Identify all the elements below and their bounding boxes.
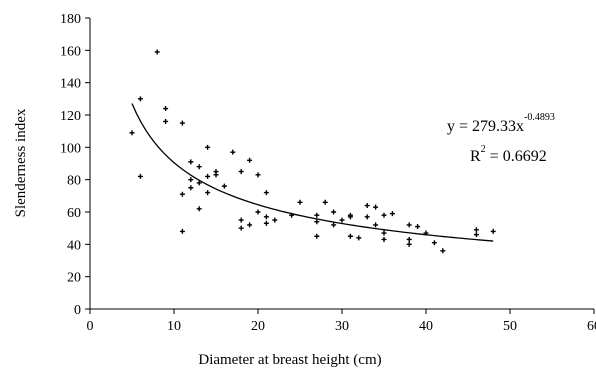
y-tick-label: 80 — [67, 174, 81, 189]
data-point — [238, 217, 244, 223]
data-point — [205, 144, 211, 150]
data-point — [179, 120, 185, 126]
data-point — [247, 222, 253, 228]
r2-prefix: R — [470, 148, 481, 165]
data-point — [205, 190, 211, 196]
data-point — [347, 212, 353, 218]
data-point — [356, 235, 362, 241]
data-point — [314, 212, 320, 218]
data-point — [255, 209, 261, 215]
data-point — [389, 211, 395, 217]
data-point — [381, 236, 387, 242]
data-point — [406, 222, 412, 228]
data-point — [196, 164, 202, 170]
data-point — [331, 222, 337, 228]
data-point — [322, 199, 328, 205]
data-point — [314, 219, 320, 225]
data-point — [137, 96, 143, 102]
y-tick-label: 160 — [60, 44, 81, 59]
data-point — [188, 159, 194, 165]
data-point — [490, 228, 496, 234]
x-axis-title: Diameter at breast height (cm) — [198, 352, 381, 368]
r2-value: = 0.6692 — [486, 148, 547, 165]
x-ticks: 0 10 20 30 40 50 60 — [87, 309, 596, 334]
x-tick-label: 40 — [419, 319, 433, 334]
data-point — [314, 233, 320, 239]
x-tick-label: 60 — [587, 319, 596, 334]
data-point — [255, 172, 261, 178]
data-point — [406, 241, 412, 247]
data-point — [163, 118, 169, 124]
data-point — [196, 206, 202, 212]
y-tick-label: 0 — [74, 303, 81, 318]
data-point — [473, 227, 479, 233]
x-tick-label: 30 — [335, 319, 349, 334]
r-squared-label: R2 = 0.6692 — [470, 144, 547, 165]
data-point — [339, 217, 345, 223]
data-point — [263, 220, 269, 226]
data-point — [347, 233, 353, 239]
data-point — [179, 228, 185, 234]
data-point — [263, 190, 269, 196]
x-tick-label: 20 — [251, 319, 265, 334]
data-point — [213, 172, 219, 178]
data-point — [440, 248, 446, 254]
x-tick-label: 0 — [87, 319, 94, 334]
data-point — [247, 157, 253, 163]
x-tick-label: 50 — [503, 319, 517, 334]
data-point — [373, 204, 379, 210]
y-tick-label: 180 — [60, 12, 81, 27]
data-point — [205, 173, 211, 179]
x-tick-label: 10 — [167, 319, 181, 334]
data-point — [129, 130, 135, 136]
data-point — [188, 185, 194, 191]
data-point — [196, 180, 202, 186]
data-point — [238, 225, 244, 231]
data-points — [129, 49, 496, 254]
power-trendline — [131, 103, 494, 242]
data-point — [373, 222, 379, 228]
y-tick-label: 120 — [60, 109, 81, 124]
y-tick-label: 40 — [67, 238, 81, 253]
data-point — [163, 106, 169, 112]
equation-exponent: -0.4893 — [524, 112, 555, 123]
data-point — [263, 214, 269, 220]
data-point — [364, 203, 370, 209]
data-point — [154, 49, 160, 55]
data-point — [473, 232, 479, 238]
data-point — [331, 209, 337, 215]
y-tick-label: 100 — [60, 141, 81, 156]
y-ticks: 0 20 40 60 80 100 120 140 160 180 — [60, 12, 90, 318]
data-point — [381, 212, 387, 218]
data-point — [431, 240, 437, 246]
data-point — [179, 191, 185, 197]
data-point — [406, 236, 412, 242]
y-tick-label: 140 — [60, 77, 81, 92]
equation-main: y = 279.33x — [447, 118, 524, 135]
y-axis-title: Slenderness index — [13, 108, 29, 217]
y-tick-label: 20 — [67, 271, 81, 286]
data-point — [137, 173, 143, 179]
r2-superscript: 2 — [481, 144, 486, 155]
data-point — [364, 214, 370, 220]
data-point — [415, 224, 421, 230]
data-point — [188, 177, 194, 183]
data-point — [221, 183, 227, 189]
data-point — [272, 217, 278, 223]
trendline-equation: y = 279.33x-0.4893 — [447, 112, 555, 135]
y-tick-label: 60 — [67, 206, 81, 221]
data-point — [238, 169, 244, 175]
data-point — [381, 230, 387, 236]
data-point — [230, 149, 236, 155]
data-point — [297, 199, 303, 205]
